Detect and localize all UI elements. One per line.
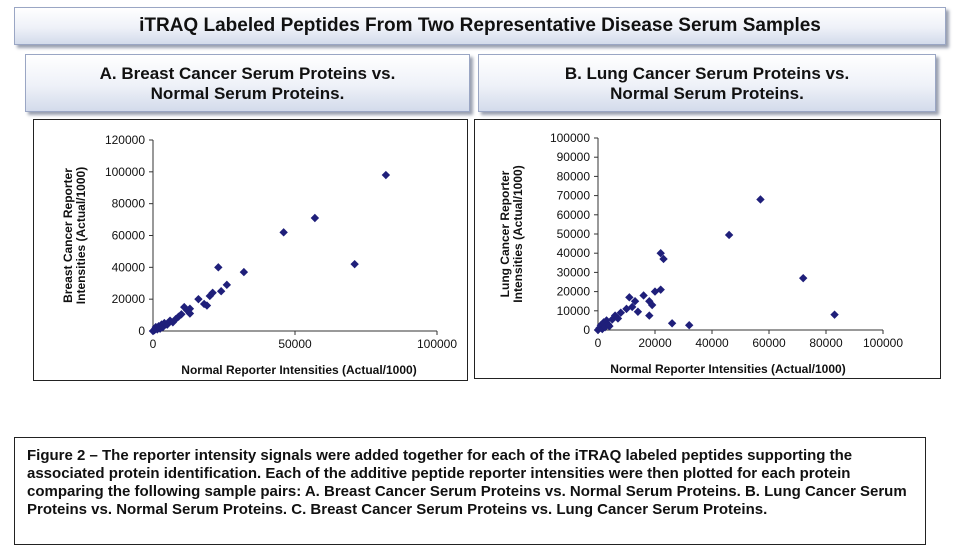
data-point [600, 322, 610, 332]
y-tick-label: 10000 [557, 304, 591, 318]
panel-b-title-line2: Normal Serum Proteins. [610, 84, 804, 103]
data-point [216, 287, 226, 296]
figure-caption: Figure 2 – The reporter intensity signal… [14, 437, 926, 545]
x-tick-label: 80000 [809, 336, 843, 350]
x-tick-label: 0 [150, 337, 157, 351]
data-point [185, 309, 195, 318]
y-tick-label: 30000 [557, 265, 591, 279]
y-tick-label: 80000 [557, 169, 591, 183]
data-point [685, 321, 694, 330]
chart-b: 0 10000 20000 30000 40000 50000 60000 70000 8000… [498, 131, 903, 376]
y-tick-label: 20000 [557, 285, 591, 299]
y-tick-label: 20000 [112, 292, 146, 306]
data-point [645, 311, 654, 320]
x-axis-label: Normal Reporter Intensities (Actual/1000… [181, 363, 416, 377]
data-point [214, 263, 223, 272]
y-tick-label: 0 [138, 324, 145, 338]
chart-a: 0 20000 40000 60000 80000 100000 120000 0 50000 1… [61, 133, 457, 377]
data-point [222, 280, 232, 290]
y-tick-label: 40000 [557, 246, 591, 260]
data-point [194, 294, 203, 304]
figure-title: iTRAQ Labeled Peptides From Two Represen… [14, 7, 946, 45]
data-point [625, 293, 634, 302]
data-point [647, 300, 657, 310]
data-point [171, 314, 180, 324]
y-tick-label: 100000 [550, 131, 590, 145]
data-point [650, 287, 660, 296]
panel-b-title-line1: B. Lung Cancer Serum Proteins vs. [564, 64, 850, 83]
data-point [622, 304, 631, 314]
y-tick-label: 50000 [557, 227, 591, 241]
data-point [608, 315, 617, 324]
y-tick-label: 80000 [112, 197, 146, 211]
y-axis-label-line2: Intensities (Actual/1000) [74, 167, 88, 304]
panel-a-title: A. Breast Cancer Serum Proteins vs. Norm… [25, 54, 470, 112]
data-point [639, 291, 648, 300]
y-tick-label: 120000 [105, 133, 145, 147]
x-tick-label: 50000 [278, 337, 312, 351]
x-tick-label: 40000 [695, 336, 729, 350]
data-point [724, 230, 734, 240]
data-point [667, 319, 677, 328]
y-tick-label: 100000 [105, 165, 145, 179]
panel-a-title-line1: A. Breast Cancer Serum Proteins vs. [99, 64, 396, 83]
y-tick-label: 60000 [557, 208, 591, 222]
chart-b-frame: 0 10000 20000 30000 40000 50000 60000 70000 8000… [474, 119, 941, 379]
data-point [830, 310, 839, 319]
y-tick-label: 0 [583, 323, 590, 337]
y-tick-label: 70000 [557, 189, 591, 203]
data-point [310, 213, 320, 223]
y-axis-label: Lung Cancer Reporter Intensities (Actual/… [498, 165, 525, 302]
x-axis-label: Normal Reporter Intensities (Actual/1000… [610, 362, 845, 376]
data-point [177, 310, 186, 319]
x-tick-label: 100000 [863, 336, 903, 350]
y-tick-label: 40000 [112, 260, 146, 274]
data-point [208, 288, 217, 297]
y-axis-label-line1: Lung Cancer Reporter [498, 170, 512, 297]
data-point [381, 170, 391, 180]
panel-a-title-line2: Normal Serum Proteins. [150, 84, 345, 103]
x-tick-label: 100000 [417, 337, 457, 351]
data-point [350, 259, 359, 269]
x-tick-label: 20000 [638, 336, 672, 350]
data-point [239, 267, 249, 277]
data-point [185, 304, 195, 313]
y-tick-label: 60000 [112, 229, 146, 243]
x-tick-label: 60000 [752, 336, 786, 350]
x-tick-label: 0 [595, 336, 602, 350]
y-axis-label-line1: Breast Cancer Reporter [61, 168, 75, 303]
panel-b-title: B. Lung Cancer Serum Proteins vs. Normal… [478, 54, 936, 112]
data-point [799, 273, 808, 283]
y-tick-label: 90000 [557, 150, 591, 164]
data-point [279, 228, 288, 237]
y-axis-label: Breast Cancer Reporter Intensities (Actua… [61, 167, 88, 304]
y-axis-label-line2: Intensities (Actual/1000) [511, 165, 525, 302]
data-point [633, 307, 643, 316]
chart-a-frame: 0 20000 40000 60000 80000 100000 120000 0 50000 1… [33, 119, 468, 381]
data-point [756, 195, 765, 204]
data-point [202, 301, 212, 310]
